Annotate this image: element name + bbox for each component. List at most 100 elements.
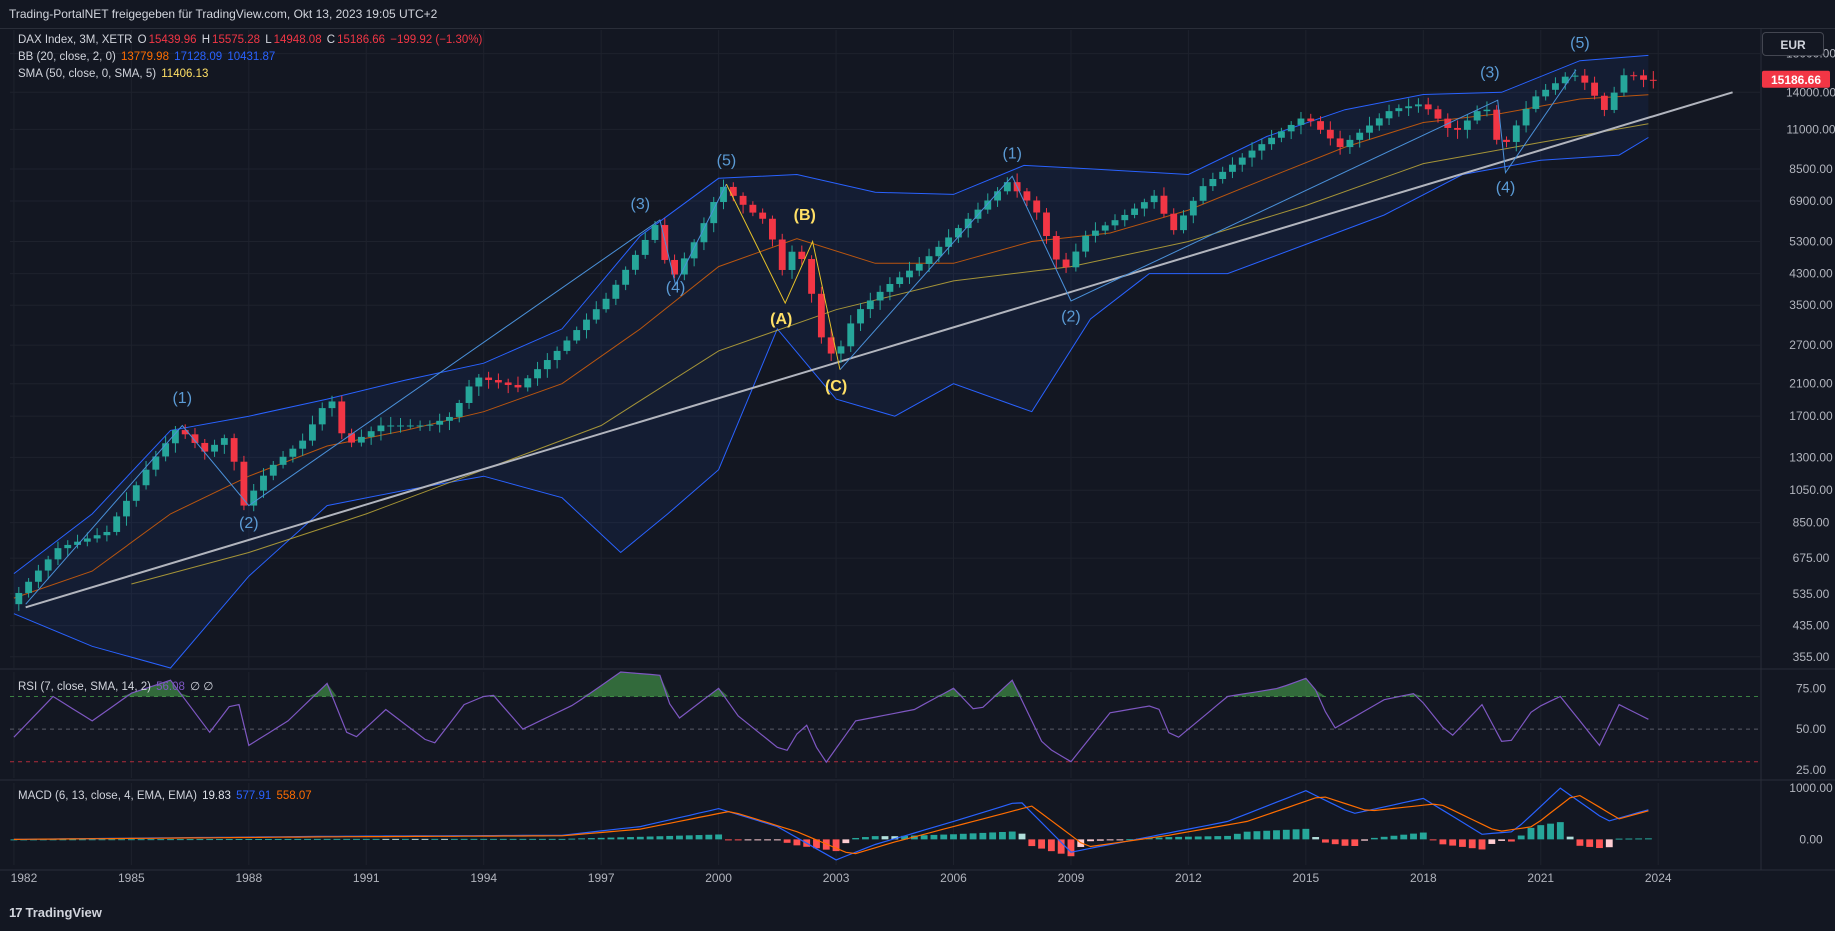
macd-hist-bar — [989, 832, 997, 840]
candle-body — [1414, 104, 1422, 107]
macd-hist-bar — [1214, 836, 1222, 840]
candle-body — [1346, 139, 1354, 148]
macd-hist-bar — [167, 839, 174, 841]
symbol-label[interactable]: DAX Index, 3M, XETR — [18, 34, 133, 46]
candle-body — [1131, 208, 1139, 215]
candle — [720, 179, 727, 210]
wave-label: (2) — [239, 515, 259, 532]
candle-body — [240, 461, 248, 506]
macd-hist-bar — [1116, 839, 1124, 841]
wave-line-yellow — [725, 183, 841, 370]
macd-hist-bar — [411, 838, 419, 840]
macd-hist-bar — [1586, 839, 1594, 847]
candle-body — [1600, 95, 1608, 110]
macd-hist-bar — [705, 834, 713, 840]
candle-body — [563, 340, 571, 351]
candle — [1033, 196, 1041, 220]
sma-value: 11406.13 — [161, 68, 209, 80]
candle — [387, 416, 395, 435]
candle-body — [446, 416, 453, 421]
macd-hist-bar — [1556, 822, 1564, 840]
candle — [514, 376, 522, 393]
candle-body — [348, 433, 356, 443]
currency-button[interactable]: EUR — [1762, 32, 1824, 56]
candle-body — [847, 323, 855, 347]
macd-hist-bar — [1370, 837, 1378, 840]
candle — [162, 436, 170, 462]
candle-body — [1454, 127, 1461, 130]
candle — [416, 420, 424, 431]
macd-hist-bar — [480, 838, 488, 840]
macd-hist-bar — [920, 835, 928, 840]
candle-body — [54, 548, 62, 560]
candle-body — [514, 384, 522, 388]
macd-hist-bar — [108, 839, 116, 841]
macd-hist-bar — [401, 838, 409, 840]
wave-label: (A) — [770, 311, 792, 328]
macd-label[interactable]: MACD (6, 13, close, 4, EMA, EMA) — [18, 790, 197, 802]
candle-body — [1532, 96, 1540, 109]
price-tick-label: 675.00 — [1793, 551, 1830, 565]
macd-hist-bar — [793, 839, 801, 846]
sma-label[interactable]: SMA (50, close, 0, SMA, 5) — [18, 68, 157, 80]
time-tick-label: 2003 — [823, 871, 850, 885]
macd-hist-bar — [832, 839, 840, 852]
candle-body — [915, 263, 923, 271]
candle-body — [1229, 164, 1236, 172]
candle — [25, 578, 33, 598]
candle — [1503, 136, 1510, 148]
candle — [181, 424, 189, 439]
macd-hist-bar — [1018, 833, 1026, 840]
rsi-label[interactable]: RSI (7, close, SMA, 14, 2) — [18, 681, 151, 693]
macd-hist-bar — [1282, 829, 1290, 840]
candle — [1366, 116, 1373, 140]
candle-body — [759, 212, 767, 219]
macd-hist-bar — [1517, 835, 1525, 840]
candle — [837, 340, 845, 363]
candle-body — [1140, 202, 1148, 209]
tradingview-footer[interactable]: 17 TradingView — [9, 905, 102, 920]
candle-body — [1003, 182, 1011, 192]
candle — [494, 373, 502, 389]
macd-hist-bar — [460, 838, 468, 840]
candle-body — [1258, 144, 1266, 151]
candle-body — [954, 228, 962, 238]
candle — [240, 455, 248, 511]
macd-hist-bar — [607, 837, 615, 840]
candle-body — [1434, 109, 1442, 119]
candle-body — [328, 401, 336, 409]
candle-body — [74, 541, 81, 545]
candle — [1258, 138, 1266, 160]
candle-body — [1649, 79, 1657, 81]
macd-hist-bar — [1204, 836, 1212, 840]
candle — [1131, 203, 1139, 219]
candle-body — [896, 277, 904, 284]
candle — [1630, 71, 1638, 81]
macd-hist-value: 19.83 — [202, 790, 231, 802]
macd-hist-bar — [1498, 839, 1506, 841]
candle — [592, 301, 600, 324]
candle — [612, 280, 620, 305]
candle-body — [1542, 89, 1550, 97]
candle — [230, 433, 238, 471]
candle — [1248, 142, 1256, 167]
candle-body — [1307, 118, 1315, 122]
candle — [1062, 252, 1070, 273]
macd-hist-bar — [1488, 839, 1496, 844]
macd-hist-bar — [548, 838, 556, 840]
bb-label[interactable]: BB (20, close, 2, 0) — [18, 51, 116, 63]
macd-hist-bar — [871, 836, 879, 840]
candle — [1238, 153, 1246, 172]
candle-body — [1043, 212, 1050, 237]
candle-body — [1317, 121, 1324, 130]
candle — [74, 534, 81, 549]
candle — [1121, 209, 1129, 227]
macd-hist-bar — [1126, 839, 1134, 841]
candle — [279, 451, 287, 469]
price-tick-label: 14000.00 — [1786, 85, 1835, 99]
macd-hist-bar — [1576, 839, 1584, 846]
candle — [171, 425, 179, 453]
candle — [817, 286, 825, 344]
candle-body — [1033, 200, 1041, 213]
